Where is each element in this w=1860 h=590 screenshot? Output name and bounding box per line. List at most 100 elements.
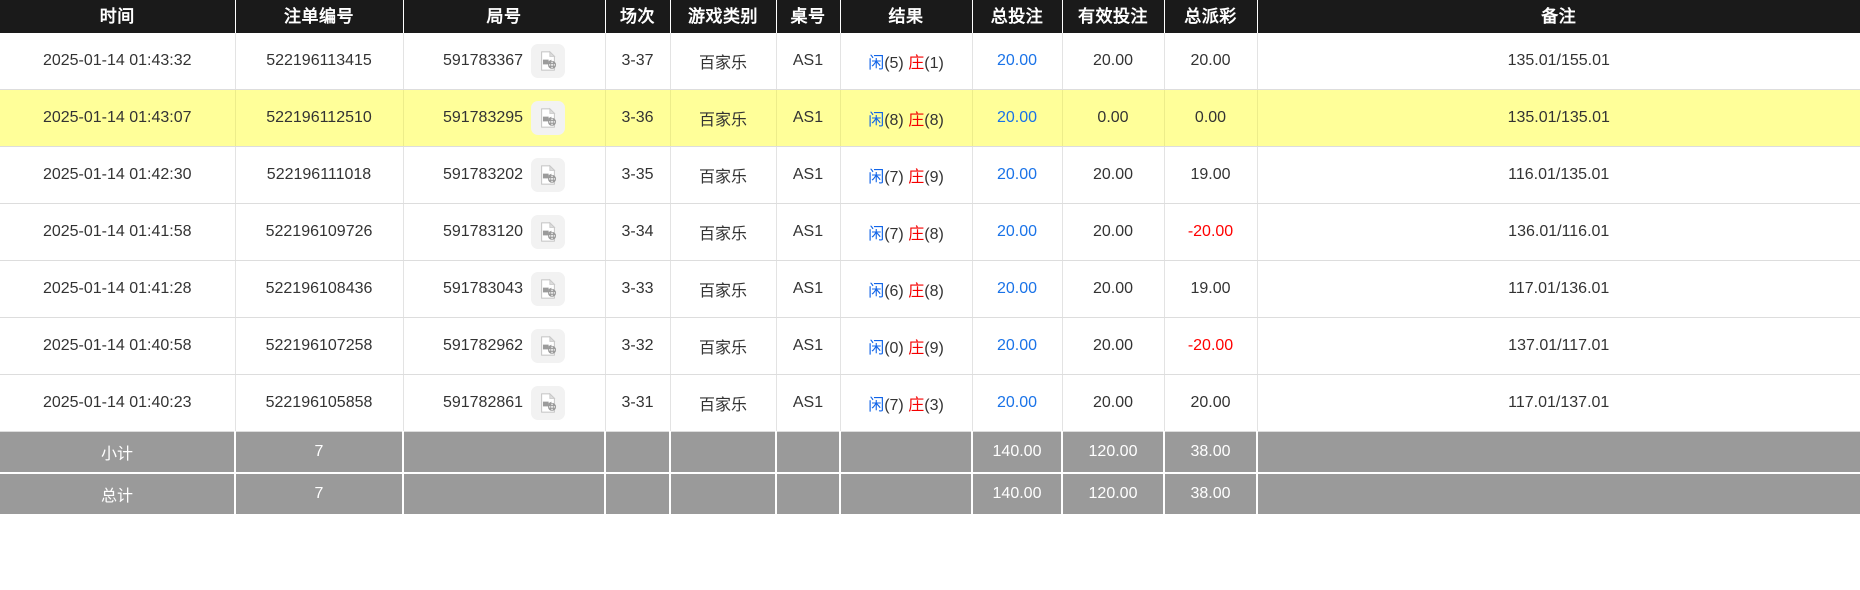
cell-table: AS1: [776, 89, 841, 147]
payout-value: 20.00: [1190, 394, 1231, 411]
total-bet-link[interactable]: 20.00: [996, 223, 1038, 240]
video-replay-icon[interactable]: [531, 272, 566, 306]
cell-order: 522196112510: [235, 89, 404, 147]
result-player: 闲(6): [868, 283, 904, 300]
cell-valid-bet: 0.00: [1062, 89, 1165, 147]
cell-game: 百家乐: [670, 146, 777, 204]
summary-session: [605, 431, 671, 474]
column-header-payout[interactable]: 总派彩: [1164, 0, 1258, 33]
summary-table: [776, 473, 841, 514]
cell-table: AS1: [776, 33, 841, 90]
cell-result: 闲(7) 庄(3): [840, 374, 973, 432]
table-row[interactable]: 2025-01-14 01:43:32 522196113415 591783367…: [0, 33, 1860, 90]
column-header-time[interactable]: 时间: [0, 0, 236, 33]
column-header-remark[interactable]: 备注: [1257, 0, 1860, 33]
table-row[interactable]: 2025-01-14 01:41:58 522196109726 591783120…: [0, 203, 1860, 261]
cell-total-bet[interactable]: 20.00: [972, 317, 1063, 375]
summary-label: 小计: [0, 431, 236, 474]
cell-round[interactable]: 591783120: [403, 203, 606, 261]
cell-round[interactable]: 591783295: [403, 89, 606, 147]
table-row[interactable]: 2025-01-14 01:41:28 522196108436 591783043…: [0, 260, 1860, 318]
cell-round[interactable]: 591783202: [403, 146, 606, 204]
cell-payout: -20.00: [1164, 203, 1258, 261]
column-header-round[interactable]: 局号: [403, 0, 606, 33]
table-header: 时间 注单编号 局号 场次 游戏类别 桌号 结果 总投注 有效投注 总派彩 备注: [0, 0, 1860, 33]
video-replay-icon[interactable]: [531, 215, 566, 249]
cell-remark: 135.01/155.01: [1257, 33, 1860, 90]
cell-valid-bet: 20.00: [1062, 33, 1165, 90]
cell-round[interactable]: 591783043: [403, 260, 606, 318]
cell-remark: 116.01/135.01: [1257, 146, 1860, 204]
total-bet-link[interactable]: 20.00: [996, 166, 1038, 183]
result-banker: 庄(1): [908, 55, 944, 72]
cell-order: 522196105858: [235, 374, 404, 432]
column-header-table[interactable]: 桌号: [776, 0, 841, 33]
result-player: 闲(7): [868, 169, 904, 186]
cell-game: 百家乐: [670, 260, 777, 318]
cell-payout: 19.00: [1164, 146, 1258, 204]
total-bet-link[interactable]: 20.00: [996, 337, 1038, 354]
cell-payout: 0.00: [1164, 89, 1258, 147]
cell-session: 3-34: [605, 203, 671, 261]
column-header-valid[interactable]: 有效投注: [1062, 0, 1165, 33]
column-header-session[interactable]: 场次: [605, 0, 671, 33]
cell-total-bet[interactable]: 20.00: [972, 146, 1063, 204]
cell-total-bet[interactable]: 20.00: [972, 89, 1063, 147]
payout-value: 19.00: [1190, 166, 1231, 183]
cell-total-bet[interactable]: 20.00: [972, 260, 1063, 318]
cell-total-bet[interactable]: 20.00: [972, 203, 1063, 261]
total-bet-link[interactable]: 20.00: [996, 52, 1038, 69]
video-replay-icon[interactable]: [531, 158, 566, 192]
cell-total-bet[interactable]: 20.00: [972, 374, 1063, 432]
cell-round[interactable]: 591783367: [403, 33, 606, 90]
video-replay-icon[interactable]: [531, 386, 566, 420]
cell-round[interactable]: 591782962: [403, 317, 606, 375]
total-bet-link[interactable]: 20.00: [996, 280, 1038, 297]
cell-total-bet[interactable]: 20.00: [972, 33, 1063, 90]
cell-result: 闲(5) 庄(1): [840, 33, 973, 90]
summary-total-bet: 140.00: [972, 473, 1063, 514]
cell-result: 闲(7) 庄(8): [840, 203, 973, 261]
table-row[interactable]: 2025-01-14 01:43:07 522196112510 591783295…: [0, 89, 1860, 147]
result-banker: 庄(8): [908, 283, 944, 300]
video-replay-icon[interactable]: [531, 101, 566, 135]
cell-remark: 136.01/116.01: [1257, 203, 1860, 261]
summary-session: [605, 473, 671, 514]
cell-time: 2025-01-14 01:42:30: [0, 146, 236, 204]
table-body: 2025-01-14 01:43:32 522196113415 591783367…: [0, 33, 1860, 432]
cell-payout: 20.00: [1164, 374, 1258, 432]
column-header-result[interactable]: 结果: [840, 0, 973, 33]
table-row[interactable]: 2025-01-14 01:42:30 522196111018 591783202…: [0, 146, 1860, 204]
column-header-game[interactable]: 游戏类别: [670, 0, 777, 33]
cell-round[interactable]: 591782861: [403, 374, 606, 432]
round-number: 591783043: [442, 280, 524, 297]
result-banker: 庄(8): [908, 226, 944, 243]
table-row[interactable]: 2025-01-14 01:40:58 522196107258 591782962…: [0, 317, 1860, 375]
cell-valid-bet: 20.00: [1062, 374, 1165, 432]
cell-remark: 117.01/137.01: [1257, 374, 1860, 432]
video-replay-icon[interactable]: [531, 44, 566, 78]
summary-result: [840, 473, 973, 514]
cell-session: 3-33: [605, 260, 671, 318]
result-banker: 庄(3): [908, 397, 944, 414]
round-number: 591782962: [442, 337, 524, 354]
cell-valid-bet: 20.00: [1062, 317, 1165, 375]
cell-payout: -20.00: [1164, 317, 1258, 375]
result-banker: 庄(9): [908, 340, 944, 357]
round-number: 591782861: [442, 394, 524, 411]
cell-order: 522196111018: [235, 146, 404, 204]
cell-table: AS1: [776, 317, 841, 375]
payout-value: -20.00: [1187, 337, 1234, 354]
cell-time: 2025-01-14 01:40:58: [0, 317, 236, 375]
cell-time: 2025-01-14 01:43:07: [0, 89, 236, 147]
cell-game: 百家乐: [670, 203, 777, 261]
summary-row: 小计 7 140.00 120.00 38.00: [0, 431, 1860, 474]
total-bet-link[interactable]: 20.00: [996, 394, 1038, 411]
column-header-order[interactable]: 注单编号: [235, 0, 404, 33]
column-header-bet[interactable]: 总投注: [972, 0, 1063, 33]
payout-value: 0.00: [1194, 109, 1227, 126]
table-row[interactable]: 2025-01-14 01:40:23 522196105858 591782861…: [0, 374, 1860, 432]
cell-time: 2025-01-14 01:41:28: [0, 260, 236, 318]
video-replay-icon[interactable]: [531, 329, 566, 363]
total-bet-link[interactable]: 20.00: [996, 109, 1038, 126]
